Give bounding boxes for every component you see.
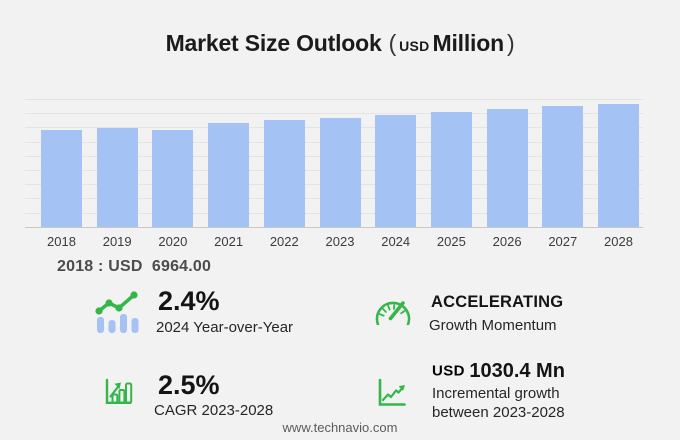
title-currency: USD: [399, 38, 430, 54]
plot-area: [25, 99, 643, 228]
x-tick-2025: 2025: [436, 234, 466, 249]
website-text: www.technavio.com: [282, 420, 398, 435]
x-tick-2028: 2028: [604, 234, 633, 249]
incremental-value-amount: 1030.4 Mn: [469, 360, 565, 382]
rising-line-chart-icon: [378, 378, 406, 406]
yoy-value: 2.4%: [158, 286, 220, 316]
bar-2028: [598, 103, 639, 227]
x-tick-2026: 2026: [492, 234, 522, 249]
x-tick-2018: 2018: [47, 234, 76, 249]
x-tick-2027: 2027: [548, 234, 578, 249]
cagr-label: CAGR 2023-2028: [154, 402, 274, 419]
growth-bar-chart-icon: [105, 378, 133, 404]
bar-2027: [542, 106, 584, 227]
x-tick-2023: 2023: [325, 234, 355, 249]
gridline: [25, 113, 643, 115]
cagr-value: 2.5%: [158, 370, 220, 400]
bar-2018: [41, 130, 82, 227]
bar-2022: [263, 120, 305, 227]
first-year-value-label: 2018 : USD 6964.00: [57, 258, 212, 275]
bar-2025: [430, 112, 472, 227]
bar-2019: [96, 127, 138, 227]
bar-2023: [319, 117, 361, 227]
title-unit: Million: [432, 30, 505, 56]
x-tick-2024: 2024: [381, 234, 411, 249]
incremental-label-line1: Incremental growth: [432, 385, 560, 402]
bar-2026: [486, 109, 528, 227]
incremental-value: USD 1030.4 Mn: [432, 360, 565, 383]
bar-2021: [208, 122, 250, 227]
incremental-label-line2: between 2023-2028: [432, 404, 565, 421]
speedometer-icon: [375, 301, 411, 325]
title-paren-close: ): [506, 30, 515, 56]
bar-2020: [152, 129, 194, 227]
momentum-label: Growth Momentum: [429, 317, 557, 334]
bar-2024: [375, 115, 417, 227]
momentum-value: ACCELERATING: [431, 293, 564, 311]
chart-title: Market Size Outlook(USD Million): [0, 30, 680, 57]
x-tick-2022: 2022: [269, 234, 299, 249]
incremental-value-prefix: USD: [432, 362, 465, 380]
x-tick-2020: 2020: [158, 234, 188, 249]
yoy-label: 2024 Year-over-Year: [156, 319, 294, 336]
title-main: Market Size Outlook: [165, 30, 382, 56]
gridline: [25, 99, 643, 100]
bars-with-trend-icon: [95, 291, 139, 333]
x-tick-2021: 2021: [214, 234, 244, 249]
x-axis-labels: 2018 2019 2020 2021 2022 2023 2024 2025 2026 2027…: [25, 234, 643, 250]
title-paren-open: (: [388, 30, 397, 56]
x-tick-2019: 2019: [102, 234, 132, 249]
x-axis-line: [25, 227, 643, 228]
